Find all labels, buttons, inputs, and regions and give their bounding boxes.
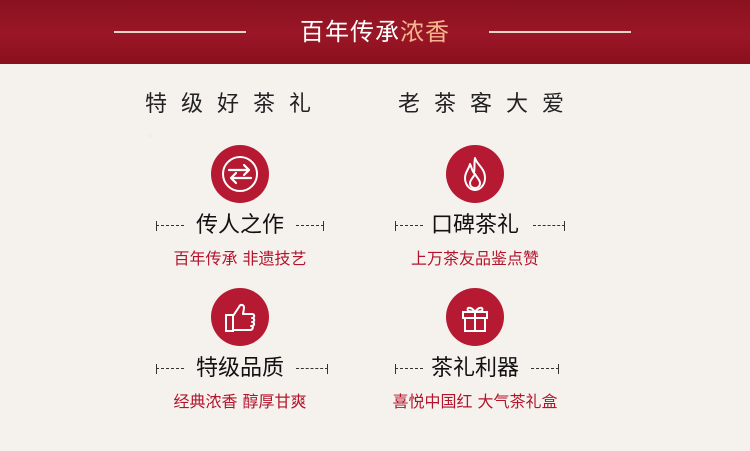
feature-subtitle: 百年传承 非遗技艺	[173, 249, 307, 268]
heading-deco-right	[296, 364, 328, 374]
heading-deco-left	[156, 221, 184, 231]
feature-subtitle: 经典浓香 醇厚甘爽	[173, 392, 307, 411]
heading-deco-left	[395, 221, 423, 231]
banner-title-highlight: 浓香	[400, 18, 450, 46]
feature-subtitle: 上万茶友品鉴点赞	[410, 249, 539, 268]
slogan-right: 老茶客大爱	[398, 92, 579, 117]
heading-deco-right	[533, 221, 565, 231]
feature-title: 特级品质	[195, 356, 284, 381]
feature-subtitle: 喜悦中国红 大气茶礼盒	[392, 392, 558, 411]
heading-deco-left	[156, 364, 184, 374]
header-banner: 百年传承浓香	[0, 0, 750, 64]
exchange-arrows-icon	[211, 145, 269, 203]
banner-divider-right	[489, 31, 631, 33]
feature-title: 传人之作	[195, 213, 284, 238]
heading-deco-right	[531, 364, 559, 374]
feature-title: 口碑茶礼	[430, 213, 519, 238]
thumbs-up-icon	[211, 288, 269, 346]
heading-deco-left	[395, 364, 423, 374]
flame-icon	[446, 145, 504, 203]
slogan-left: 特级好茶礼	[145, 92, 326, 117]
banner-title: 百年传承浓香	[0, 16, 750, 48]
banner-divider-left	[114, 31, 246, 33]
banner-title-main: 百年传承	[300, 18, 400, 46]
heading-deco-right	[296, 221, 324, 231]
gift-box-icon	[446, 288, 504, 346]
feature-title: 茶礼利器	[430, 356, 519, 381]
